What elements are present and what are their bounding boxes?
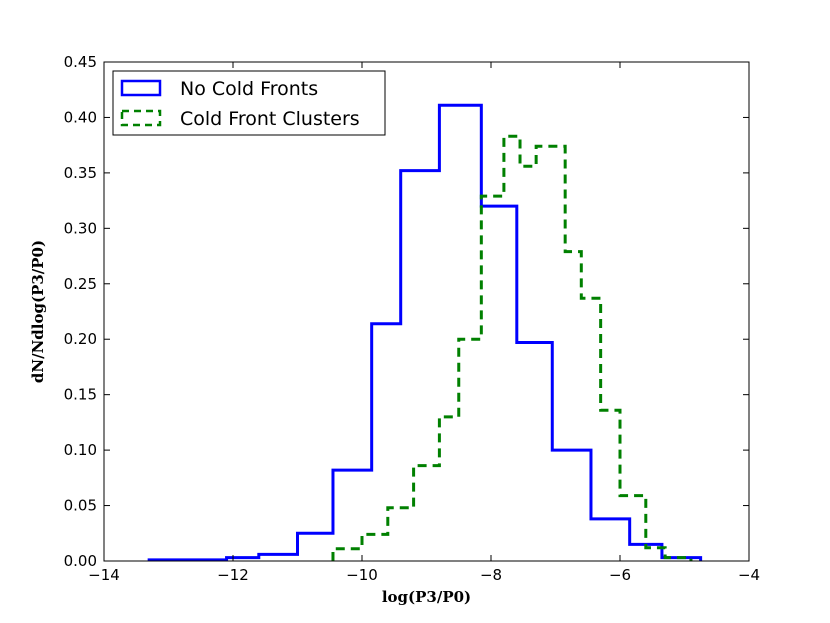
y-tick-label: 0.20 [64, 330, 97, 348]
y-tick-label: 0.25 [64, 275, 97, 293]
x-tick-label: −14 [88, 566, 120, 584]
y-tick-label: 0.00 [64, 552, 97, 570]
x-tick-label: −6 [609, 566, 631, 584]
legend-swatch-cold-front-clusters [120, 109, 162, 127]
plot-frame [103, 61, 750, 562]
y-tick-label: 0.45 [64, 53, 97, 71]
x-tick-label: −4 [738, 566, 760, 584]
y-tick-label: 0.30 [64, 219, 97, 237]
y-tick-label: 0.35 [64, 164, 97, 182]
x-tick-label: −12 [217, 566, 249, 584]
y-ticks: 0.00 0.05 0.10 0.15 0.20 0.25 0.30 0.35 0.40 0.45 [64, 53, 749, 570]
series-layer [147, 103, 703, 562]
x-axis-label: log(P3/P0) [382, 588, 471, 606]
y-tick-label: 0.10 [64, 441, 97, 459]
legend-label-cold-front-clusters: Cold Front Clusters [180, 108, 360, 130]
legend: No Cold Fronts Cold Front Clusters [112, 70, 386, 136]
y-tick-label: 0.40 [64, 108, 97, 126]
x-ticks: −14 −12 −10 −8 −6 −4 [88, 62, 760, 584]
legend-label-no-cold-fronts: No Cold Fronts [180, 78, 318, 100]
x-tick-label: −8 [480, 566, 502, 584]
series-line-cold-front-clusters [331, 134, 693, 561]
series-line-no-cold-fronts [147, 103, 703, 562]
y-tick-label: 0.05 [64, 497, 97, 515]
y-tick-label: 0.15 [64, 386, 97, 404]
y-axis-label: dN/Ndlog(P3/P0) [29, 240, 47, 383]
x-tick-label: −10 [346, 566, 378, 584]
legend-swatch-no-cold-fronts [120, 79, 162, 97]
